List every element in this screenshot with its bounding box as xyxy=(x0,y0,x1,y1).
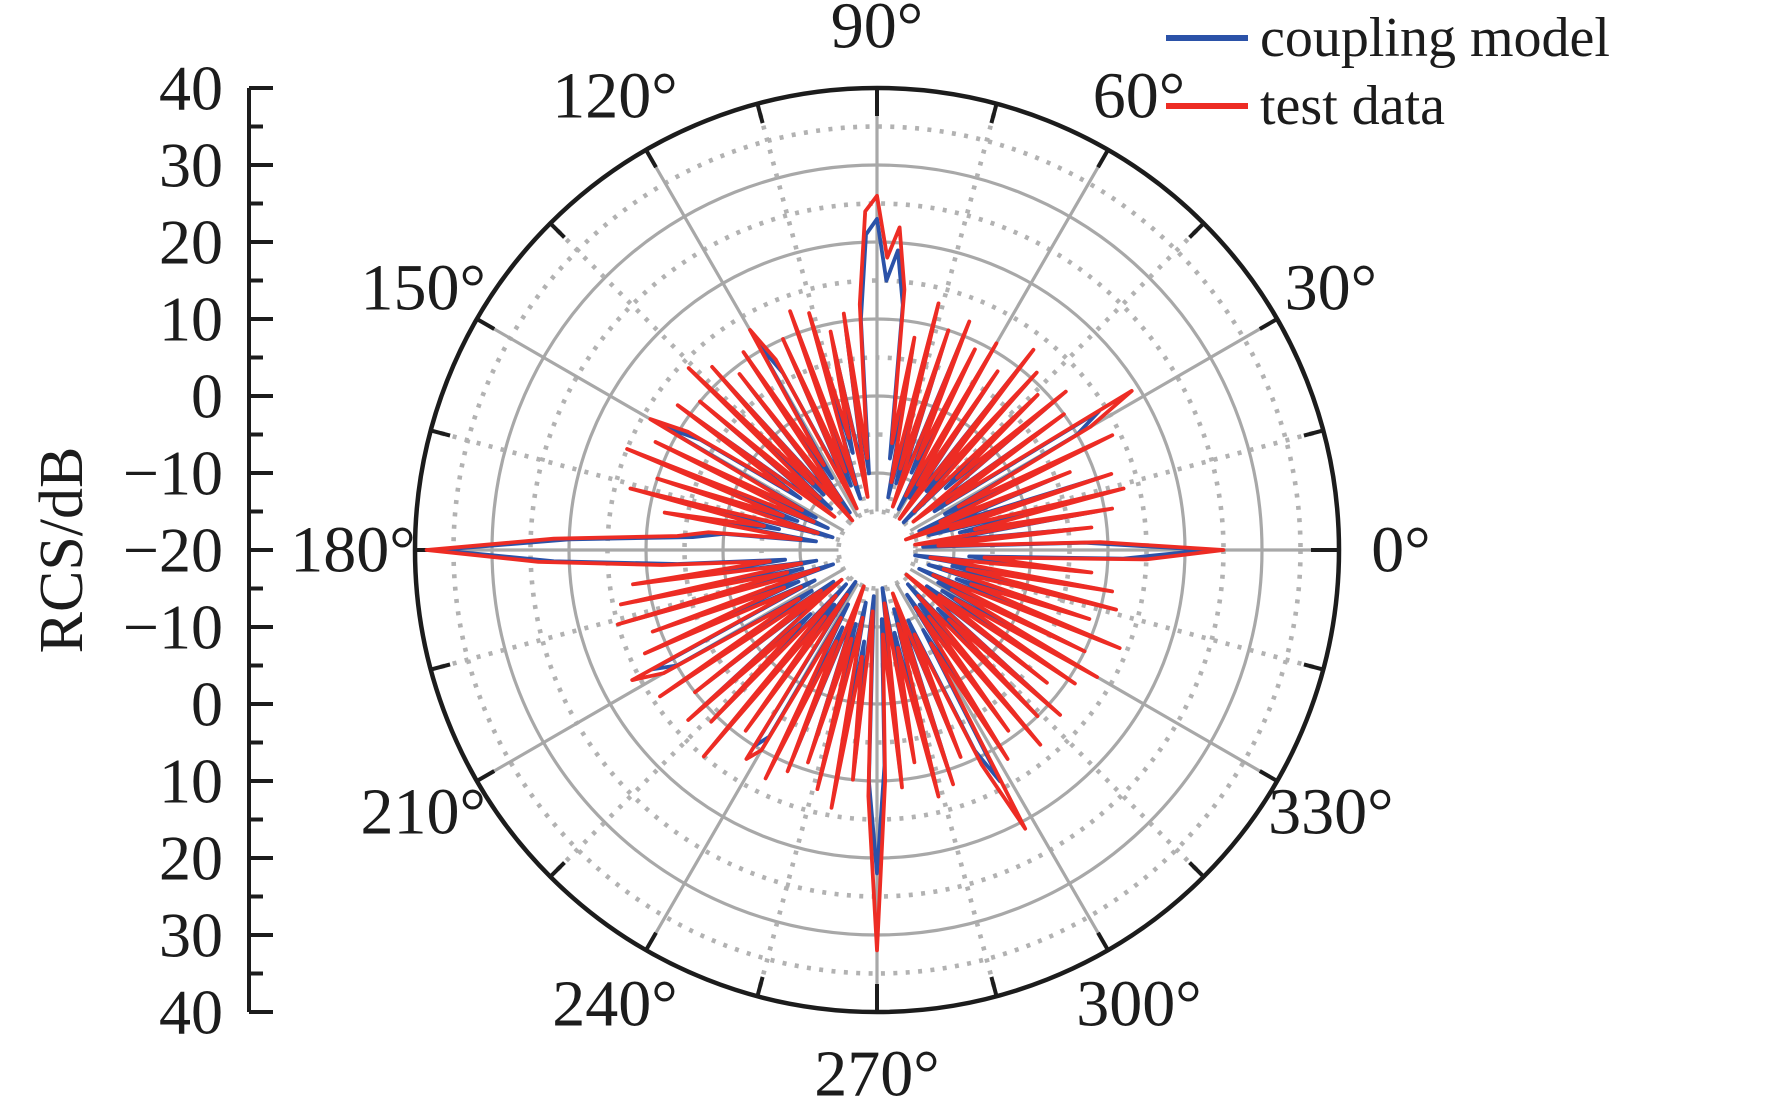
legend-item-test-data: test data xyxy=(1166,72,1610,140)
legend-item-coupling-model: coupling model xyxy=(1166,4,1610,72)
radial-tick-label-1: 30 xyxy=(159,130,223,201)
angle-tick-45 xyxy=(1188,221,1206,239)
radial-tick-label-5: −10 xyxy=(123,438,223,509)
angle-tick-30 xyxy=(1258,317,1279,331)
angle-tick-60 xyxy=(1096,148,1110,169)
spoke-dotted-195 xyxy=(430,557,841,672)
angle-tick-240 xyxy=(644,931,658,952)
radial-tick-label-11: 30 xyxy=(159,900,223,971)
angle-tick-255 xyxy=(755,976,765,997)
angle-tick-135 xyxy=(548,221,566,239)
legend: coupling model test data xyxy=(1166,4,1610,140)
radial-tick-label-0: 40 xyxy=(159,53,223,124)
angle-tick-225 xyxy=(548,861,566,879)
spoke-dotted-285 xyxy=(884,586,999,997)
radial-tick-label-4: 0 xyxy=(191,361,223,432)
radial-tick-label-2: 20 xyxy=(159,207,223,278)
angle-tick-150 xyxy=(475,317,496,331)
angle-tick-330 xyxy=(1258,769,1279,783)
angle-label-150: 150° xyxy=(360,252,485,325)
angle-tick-210 xyxy=(475,769,496,783)
angle-tick-285 xyxy=(989,976,999,997)
spoke-dotted-225 xyxy=(548,575,852,879)
angle-label-90: 90° xyxy=(831,0,923,63)
angle-label-0: 0° xyxy=(1371,514,1430,587)
spoke-dotted-45 xyxy=(902,221,1206,525)
angle-tick-315 xyxy=(1188,861,1206,879)
angle-tick-105 xyxy=(755,103,765,124)
legend-line-coupling-model xyxy=(1166,35,1248,41)
angle-tick-15 xyxy=(1303,428,1324,438)
radial-tick-label-3: 10 xyxy=(159,284,223,355)
angle-labels: 0° 30° 60° 90° 120° 150° 180° 210° 240° 270° 300° 3… xyxy=(290,0,1430,1108)
angle-tick-195 xyxy=(430,662,451,672)
legend-label-test-data: test data xyxy=(1260,75,1446,137)
angle-label-120: 120° xyxy=(552,60,677,133)
spoke-dotted-315 xyxy=(902,575,1206,879)
legend-line-test-data xyxy=(1166,103,1248,109)
legend-label-coupling-model: coupling model xyxy=(1260,7,1610,69)
spoke-dotted-255 xyxy=(755,586,870,997)
angle-label-210: 210° xyxy=(360,776,485,849)
angle-label-60: 60° xyxy=(1093,60,1185,133)
angle-label-30: 30° xyxy=(1285,252,1377,325)
radial-tick-label-9: 10 xyxy=(159,746,223,817)
radial-axis-title: RCS/dB xyxy=(28,447,96,654)
angle-tick-165 xyxy=(430,428,451,438)
angle-tick-120 xyxy=(644,148,658,169)
angle-tick-75 xyxy=(989,103,999,124)
angle-label-330: 330° xyxy=(1268,776,1393,849)
spoke-dotted-105 xyxy=(755,103,870,514)
spoke-dotted-135 xyxy=(548,221,852,525)
radial-tick-label-12: 40 xyxy=(159,977,223,1048)
spoke-dotted-165 xyxy=(430,428,841,543)
angle-label-300: 300° xyxy=(1076,967,1201,1040)
radial-tick-label-6: −20 xyxy=(123,515,223,586)
spoke-dotted-75 xyxy=(884,103,999,514)
radial-tick-label-7: −10 xyxy=(123,592,223,663)
radial-tick-label-10: 20 xyxy=(159,823,223,894)
angle-label-240: 240° xyxy=(552,967,677,1040)
radial-tick-label-8: 0 xyxy=(191,669,223,740)
series-lines xyxy=(424,193,1226,953)
angle-tick-300 xyxy=(1096,931,1110,952)
angle-label-270: 270° xyxy=(814,1038,939,1108)
spoke-dotted-15 xyxy=(913,428,1324,543)
angle-label-180: 180° xyxy=(290,514,415,587)
series-test-data-line xyxy=(424,193,1226,953)
angle-tick-345 xyxy=(1303,662,1324,672)
spoke-dotted-345 xyxy=(913,557,1324,672)
